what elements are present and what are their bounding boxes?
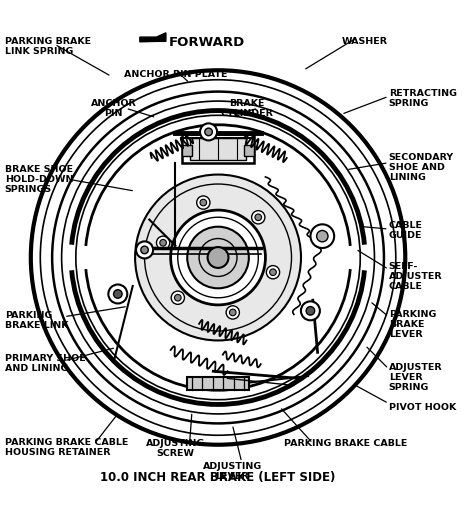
Bar (182, 134, 254, 163)
Circle shape (200, 199, 207, 206)
Circle shape (255, 214, 262, 220)
Text: ADJUSTING
LEVER: ADJUSTING LEVER (202, 462, 262, 482)
Circle shape (171, 291, 184, 304)
Circle shape (301, 301, 320, 320)
Circle shape (266, 266, 280, 279)
Circle shape (205, 128, 212, 135)
Circle shape (171, 210, 265, 305)
Circle shape (114, 290, 122, 298)
Text: WASHER: WASHER (341, 37, 387, 46)
Text: PARKING BRAKE
LINK SPRING: PARKING BRAKE LINK SPRING (5, 37, 91, 56)
Text: PARKING BRAKE CABLE: PARKING BRAKE CABLE (284, 439, 408, 448)
Circle shape (310, 225, 334, 248)
Circle shape (187, 227, 249, 288)
Circle shape (200, 124, 217, 141)
Text: 10.0 INCH REAR BRAKE (LEFT SIDE): 10.0 INCH REAR BRAKE (LEFT SIDE) (100, 471, 336, 484)
Text: PRIMARY SHOE
AND LINING: PRIMARY SHOE AND LINING (5, 354, 85, 373)
Circle shape (31, 70, 405, 445)
Bar (244, 145, 254, 156)
Circle shape (141, 246, 148, 254)
Circle shape (136, 242, 153, 259)
Text: SELF-
ADJUSTER
CABLE: SELF- ADJUSTER CABLE (389, 262, 442, 291)
Text: PARKING
BRAKE LINK: PARKING BRAKE LINK (5, 311, 68, 330)
Circle shape (226, 306, 239, 319)
Circle shape (174, 295, 181, 301)
Text: PARKING BRAKE CABLE
HOUSING RETAINER: PARKING BRAKE CABLE HOUSING RETAINER (5, 438, 128, 457)
Text: SECONDARY
SHOE AND
LINING: SECONDARY SHOE AND LINING (389, 153, 454, 182)
Text: ADJUSTING
SCREW: ADJUSTING SCREW (146, 439, 205, 458)
Circle shape (135, 175, 301, 340)
Circle shape (208, 247, 228, 268)
Text: FORWARD: FORWARD (168, 36, 245, 49)
Circle shape (252, 211, 265, 224)
Bar (187, 377, 249, 390)
Circle shape (197, 196, 210, 209)
Circle shape (306, 306, 315, 315)
Polygon shape (140, 33, 166, 42)
Circle shape (317, 231, 328, 242)
Text: PIVOT HOOK: PIVOT HOOK (389, 403, 456, 413)
Circle shape (109, 284, 128, 303)
Text: BRAKE SHOE
HOLD-DOWN
SPRINGS: BRAKE SHOE HOLD-DOWN SPRINGS (5, 165, 73, 194)
Bar (190, 138, 246, 160)
Circle shape (270, 269, 276, 276)
Text: ADJUSTER
LEVER
SPRING: ADJUSTER LEVER SPRING (389, 363, 442, 392)
Text: BRAKE
CYLINDER: BRAKE CYLINDER (220, 99, 273, 118)
Bar (182, 145, 192, 156)
Text: RETRACTING
SPRING: RETRACTING SPRING (389, 89, 456, 108)
Text: CABLE
GUIDE: CABLE GUIDE (389, 221, 423, 240)
Text: PARKING
BRAKE
LEVER: PARKING BRAKE LEVER (389, 310, 436, 339)
Circle shape (160, 239, 166, 246)
Text: ANCHOR
PIN: ANCHOR PIN (91, 99, 137, 118)
Text: ANCHOR PIN PLATE: ANCHOR PIN PLATE (124, 70, 227, 79)
Circle shape (229, 309, 236, 316)
Circle shape (156, 236, 170, 249)
